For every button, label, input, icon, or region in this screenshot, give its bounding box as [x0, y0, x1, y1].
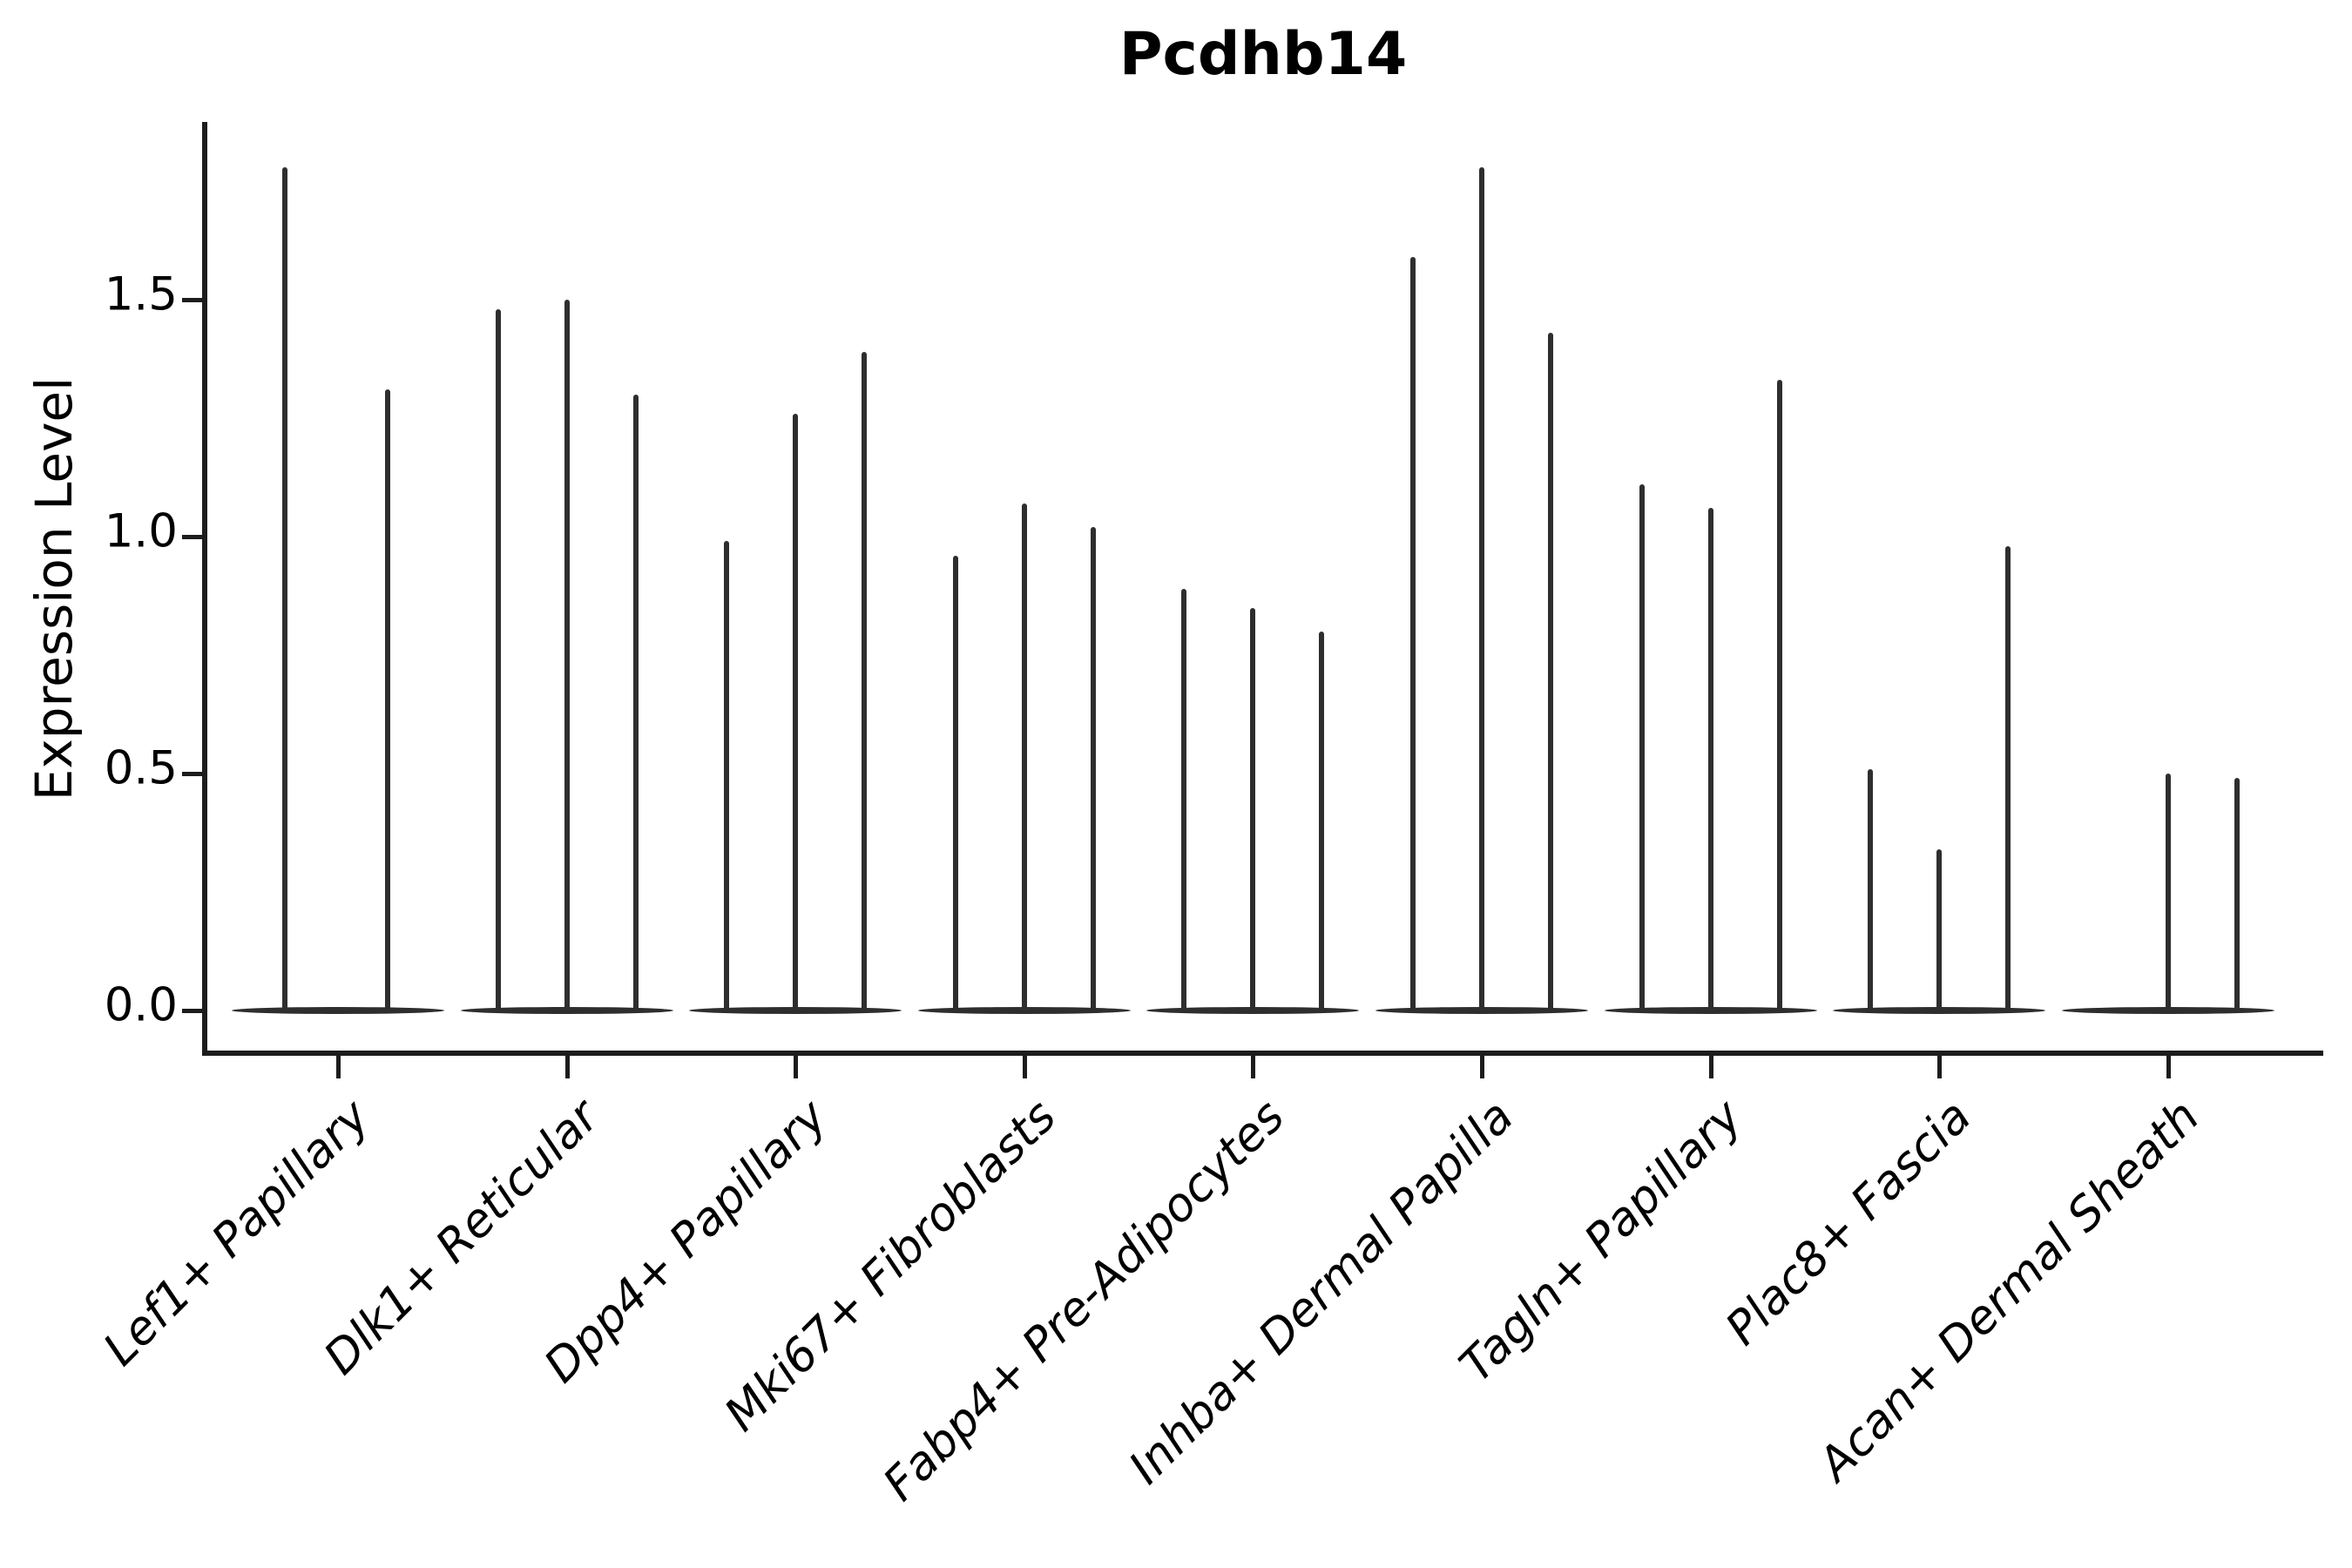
violin-spike	[564, 300, 570, 1013]
violin-spike	[2165, 774, 2171, 1013]
y-tick	[182, 772, 205, 776]
x-tick	[1480, 1056, 1484, 1078]
x-tick	[1708, 1056, 1713, 1078]
plot-title: Pcdhb14	[1119, 20, 1408, 89]
x-tick	[794, 1056, 799, 1078]
x-tick-label: Fabp4+ Pre-Adipocytes	[874, 1090, 1295, 1511]
violin-spike	[2005, 546, 2011, 1013]
violin-spike	[1868, 769, 1874, 1013]
y-tick-label: 1.5	[104, 267, 178, 321]
violin-spike	[1936, 849, 1943, 1013]
violin-spike	[952, 556, 958, 1013]
violin-spike	[862, 352, 868, 1013]
violin-spike	[1776, 380, 1782, 1013]
violin-spike	[495, 309, 501, 1013]
x-tick-label: Plac8+ Fascia	[1715, 1090, 1982, 1356]
y-tick-label: 1.0	[104, 504, 178, 558]
violin-base	[232, 1007, 444, 1014]
x-tick	[564, 1056, 570, 1078]
y-tick-label: 0.0	[104, 978, 178, 1032]
violin-spike	[385, 389, 390, 1013]
violin-spike	[724, 541, 730, 1013]
violin-spike	[1707, 508, 1713, 1013]
violin-spike	[1021, 504, 1027, 1013]
violin-spike	[632, 395, 639, 1013]
violin-spike	[2234, 778, 2240, 1013]
x-tick	[1937, 1056, 1943, 1078]
violin-spike	[1250, 608, 1256, 1013]
violin-spike	[1319, 632, 1325, 1013]
x-tick	[1251, 1056, 1256, 1078]
x-axis-spine	[202, 1051, 2323, 1056]
violin-spike	[793, 414, 799, 1013]
x-tick	[1022, 1056, 1027, 1078]
y-tick-label: 0.5	[104, 741, 178, 795]
x-tick-label: Inhba+ Dermal Papilla	[1119, 1090, 1524, 1495]
x-tick	[336, 1056, 341, 1078]
y-tick	[182, 298, 205, 302]
violin-spike	[1479, 167, 1484, 1013]
violin-spike	[1639, 484, 1645, 1013]
y-axis-spine	[202, 122, 207, 1056]
violin-spike	[282, 167, 287, 1013]
x-tick	[2166, 1056, 2171, 1078]
violin-spike	[1410, 257, 1416, 1013]
x-tick-label: Acan+ Dermal Sheath	[1808, 1090, 2211, 1491]
y-tick	[182, 1009, 205, 1013]
violin-spike	[1181, 589, 1187, 1013]
y-tick	[182, 535, 205, 539]
violin-spike	[1090, 527, 1096, 1013]
violin-spike	[1548, 333, 1553, 1013]
y-axis-label: Expression Level	[24, 376, 84, 801]
